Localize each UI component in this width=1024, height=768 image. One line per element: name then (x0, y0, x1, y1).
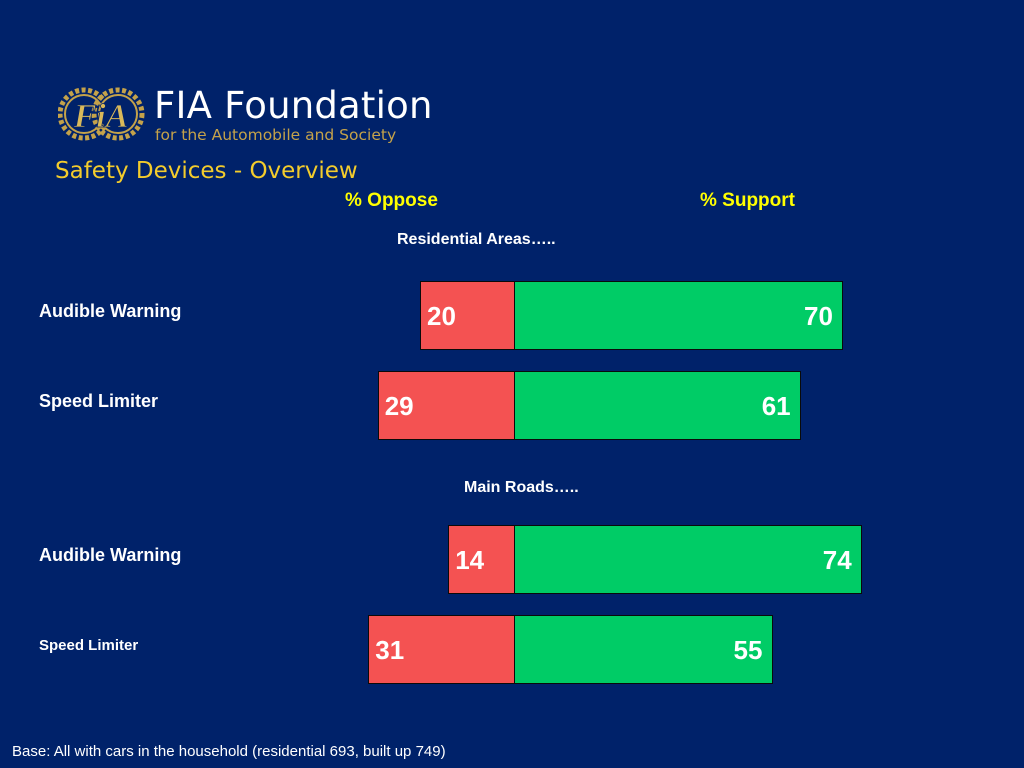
section-label: Residential Areas….. (397, 231, 556, 248)
oppose-bar (368, 615, 514, 684)
category-label: Speed Limiter (39, 637, 139, 654)
support-bar (514, 281, 843, 350)
oppose-bar (377, 371, 514, 440)
support-header: % Support (700, 190, 795, 211)
support-bar (514, 371, 801, 440)
svg-text:FiA: FiA (73, 98, 129, 135)
oppose-value-label: 31 (375, 635, 405, 665)
slide-title: Safety Devices - Overview (55, 158, 358, 184)
oppose-bar (448, 525, 514, 594)
support-value-label: 74 (822, 545, 852, 575)
category-label: Audible Warning (39, 301, 182, 321)
oppose-bar (420, 281, 514, 350)
oppose-value-label: 29 (384, 391, 414, 421)
section-label: Main Roads….. (464, 479, 579, 496)
category-label: Speed Limiter (39, 391, 159, 411)
support-bar (514, 615, 773, 684)
fia-emblem-icon: FiA (58, 87, 145, 141)
logo-tagline: for the Automobile and Society (155, 126, 397, 144)
support-bar (514, 525, 862, 594)
oppose-header: % Oppose (345, 190, 438, 211)
oppose-value-label: 14 (455, 545, 485, 575)
logo-name: FIA Foundation (154, 84, 433, 127)
oppose-value-label: 20 (427, 301, 456, 331)
support-value-label: 61 (761, 391, 791, 421)
fia-foundation-logo: FiA FIA Foundation for the Automobile an… (58, 78, 458, 150)
footnote: Base: All with cars in the household (re… (12, 743, 446, 760)
support-value-label: 70 (804, 301, 833, 331)
category-label: Audible Warning (39, 545, 182, 565)
support-value-label: 55 (733, 635, 763, 665)
